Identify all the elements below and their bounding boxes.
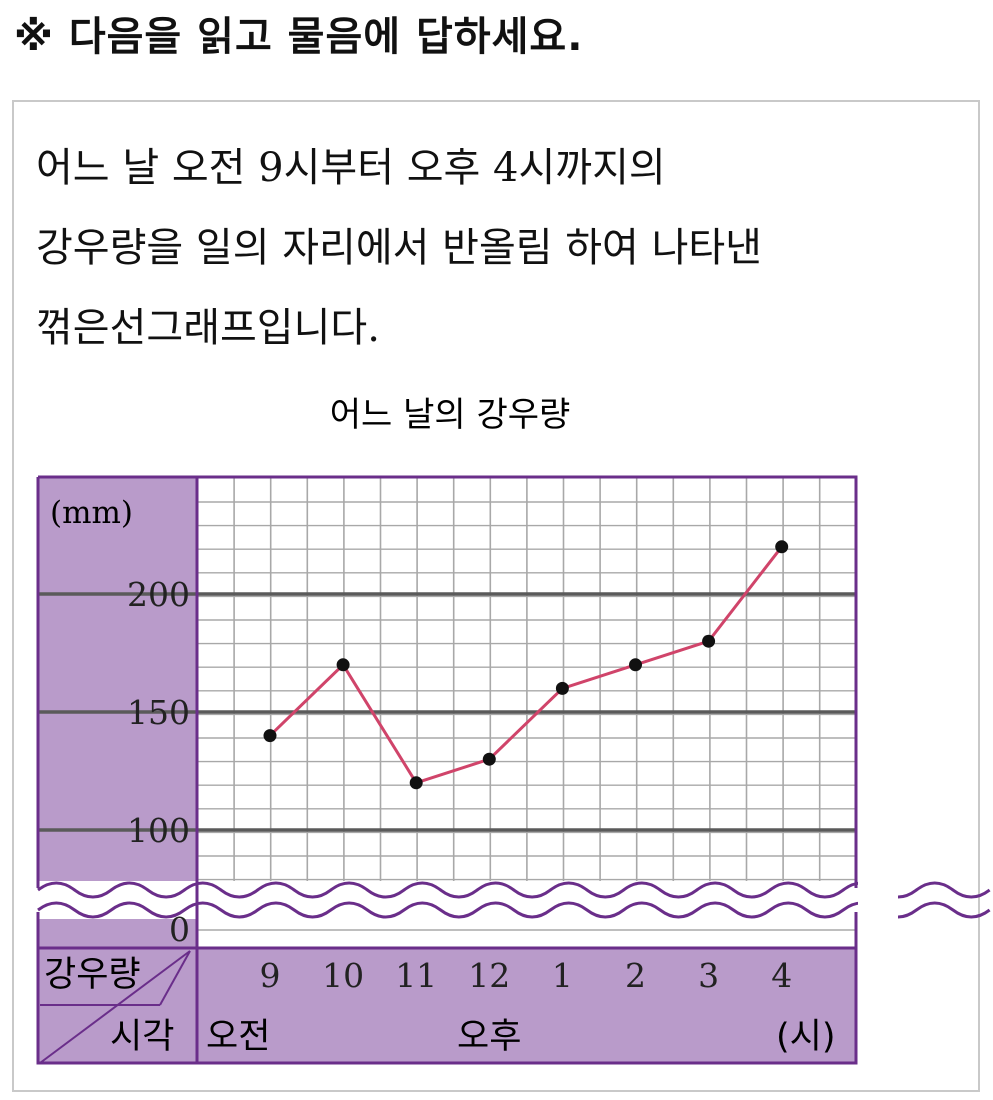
break-wave-top: [37, 881, 991, 899]
data-point: [263, 729, 277, 743]
x-tick-label: 4: [771, 956, 792, 995]
x-tick-label: 10: [322, 956, 364, 995]
x-tick-label: 11: [395, 956, 437, 995]
chart-frame: [36, 475, 858, 1065]
description-line-3: 꺾은선그래프입니다.: [36, 305, 380, 351]
axis-break: [37, 860, 991, 940]
pm-label: 오후: [457, 1017, 521, 1057]
y-tick-label: 200: [127, 575, 190, 614]
chart-background: [38, 477, 856, 1063]
x-tick-label: 9: [260, 956, 281, 995]
frame-bottom: [36, 912, 858, 1065]
y-tick-label: 150: [127, 693, 190, 732]
x-tick-label: 12: [468, 956, 510, 995]
problem-description: 어느 날 오전 9시부터 오후 4시까지의 강우량을 일의 자리에서 반올림 하…: [36, 128, 966, 368]
frame-top-right: [38, 475, 858, 888]
data-point: [702, 634, 716, 648]
data-point: [555, 681, 569, 695]
instruction-text: ※ 다음을 읽고 물음에 답하세요.: [14, 14, 584, 60]
grid-lines: [38, 477, 856, 931]
data-point: [409, 776, 423, 790]
x-tick-label: 1: [552, 956, 573, 995]
break-gap: [38, 881, 860, 919]
corner-diagonal-upper: [159, 950, 191, 1006]
y-axis-ticks: 0 100 150 200: [127, 575, 190, 949]
chart-title: 어느 날의 강우량: [330, 395, 571, 435]
rainfall-line: [268, 545, 783, 785]
corner-diagonal-lower: [39, 950, 191, 1064]
x-label-band: [38, 948, 856, 1063]
data-point: [482, 752, 496, 766]
y-tick-label: 100: [127, 811, 190, 850]
break-clip: [858, 860, 898, 940]
description-line-1: 어느 날 오전 9시부터 오후 4시까지의: [36, 145, 666, 191]
description-line-2: 강우량을 일의 자리에서 반올림 하여 나타낸: [36, 225, 762, 271]
data-point: [629, 658, 642, 672]
x-tick-label: 3: [698, 956, 719, 995]
time-unit-label: (시): [776, 1017, 836, 1057]
y-axis-unit-label: (mm): [50, 495, 133, 531]
x-axis-ticks: 9 10 11 12 1 2 3 4: [260, 956, 793, 995]
data-point: [336, 658, 350, 672]
x-tick-label: 2: [625, 956, 646, 995]
y-tick-label: 0: [169, 910, 190, 949]
problem-panel: [12, 100, 980, 1092]
am-label: 오전: [206, 1017, 270, 1057]
data-point: [775, 540, 789, 554]
break-wave-bottom: [37, 901, 991, 919]
corner-rainfall-label: 강우량: [44, 955, 141, 995]
corner-time-label: 시각: [110, 1017, 174, 1057]
rainfall-series: [263, 540, 789, 790]
